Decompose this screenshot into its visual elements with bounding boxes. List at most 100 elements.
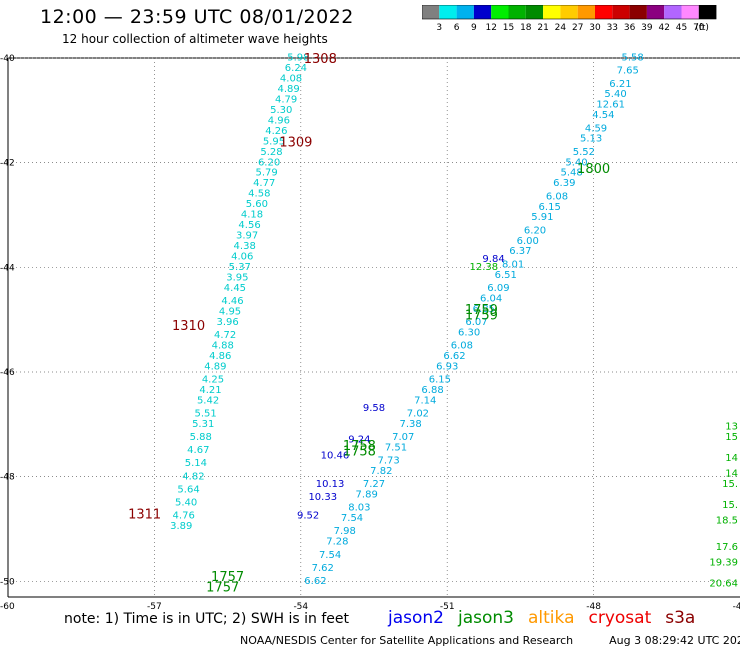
wave-height-label: 4.59 (585, 123, 607, 134)
legend-tick-label: 39 (641, 23, 653, 33)
pass-time-label: 1758 (343, 439, 376, 454)
wave-height-label: 7.62 (312, 563, 334, 574)
wave-height-label: 4.58 (248, 189, 270, 200)
wave-height-label: 7.73 (378, 456, 400, 467)
legend-swatch (456, 5, 474, 19)
wave-height-label: 4.45 (224, 283, 246, 294)
wave-height-label: 18.5 (716, 516, 738, 527)
footer-credit: NOAA/NESDIS Center for Satellite Applica… (240, 634, 740, 647)
wave-height-label: 6.15 (539, 202, 561, 213)
wave-height-label: 14 (725, 469, 738, 480)
wave-height-label: 4.06 (231, 251, 253, 262)
wave-height-label: 12.61 (596, 100, 625, 111)
legend-tick-label: 42 (658, 23, 669, 33)
wave-height-label: 5.95 (263, 136, 285, 147)
pass-time-label: 1308 (304, 52, 337, 67)
wave-height-label: 15. (722, 479, 738, 490)
wave-height-label: 19.39 (709, 558, 738, 569)
wave-height-label: 4.25 (202, 374, 224, 385)
wave-height-label: 6.07 (465, 317, 487, 328)
wave-height-label: 6.93 (436, 361, 458, 372)
color-legend: 3 6 9 12 15 18 21 24 27 30 33 36 39 42 45 70(ft) (422, 5, 717, 33)
legend-tick-label: 45 (676, 23, 687, 33)
wave-height-label: 9.24 (348, 435, 370, 446)
wave-height-label: 6.62 (304, 576, 326, 587)
satellite-name-jason3: jason3 (458, 608, 514, 628)
pass-time-label: 1311 (128, 507, 161, 522)
wave-height-label: 6.08 (451, 340, 473, 351)
legend-tick-label: 18 (520, 23, 532, 33)
wave-height-label: 3.96 (216, 317, 238, 328)
wave-height-label: 3.97 (236, 231, 258, 242)
legend-swatch (595, 5, 613, 19)
legend-swatch (422, 5, 440, 19)
wave-height-label: 7.14 (414, 395, 436, 406)
legend-tick-label: 21 (537, 23, 548, 33)
legend-swatch (577, 5, 595, 19)
wave-height-label: 7.98 (334, 526, 356, 537)
x-tick-label: -48 (586, 602, 601, 612)
wave-height-label: 9.84 (482, 254, 504, 265)
legend-tick-label: 33 (607, 23, 618, 33)
wave-height-label: 5.48 (561, 168, 583, 179)
wave-height-label: 9.52 (297, 511, 319, 522)
wave-height-label: 4.54 (592, 110, 614, 121)
wave-height-label: 4.56 (238, 220, 260, 231)
wave-height-label: 17.6 (716, 542, 738, 553)
wave-height-label: 4.96 (268, 115, 290, 126)
track-1308: 5.986.244.084.894.795.304.964.265.955.28… (170, 53, 309, 532)
legend-swatch (543, 5, 561, 19)
legend-swatch (473, 5, 492, 19)
footer-note: note: 1) Time is in UTC; 2) SWH is in fe… (64, 611, 350, 627)
page-title: 12:00 — 23:59 UTC 08/01/2022 (40, 6, 354, 28)
wave-height-label: 6.00 (517, 236, 539, 247)
legend-tick-label: 36 (624, 23, 636, 33)
legend-tick-label: 15 (503, 23, 514, 33)
wave-height-label: 5.51 (195, 408, 217, 419)
wave-height-label: 7.89 (356, 490, 378, 501)
wave-height-label: 4.86 (209, 351, 231, 362)
legend-swatch (560, 5, 578, 19)
wave-height-label: 5.60 (246, 199, 268, 210)
wave-height-label: 6.20 (524, 225, 546, 236)
legend-frame (422, 5, 717, 20)
pass-time-label: 1310 (172, 319, 205, 334)
wave-height-label: 7.38 (399, 419, 421, 430)
x-tick-label: -51 (440, 602, 455, 612)
legend-swatch (681, 5, 699, 19)
legend-swatch (491, 5, 509, 19)
y-tick-label: -44 (0, 263, 15, 273)
wave-height-label: 7.82 (370, 466, 392, 477)
wave-height-label: 12.38 (469, 262, 498, 273)
wave-height-label: 5.42 (197, 395, 219, 406)
wave-height-label: 4.21 (199, 385, 221, 396)
wave-height-label: 6.08 (546, 191, 568, 202)
wave-height-label: 4.95 (219, 306, 241, 317)
y-tick-label: -46 (0, 368, 15, 378)
wave-height-label: 7.65 (617, 66, 639, 77)
generated-timestamp: Aug 3 08:29:42 UTC 2022 (609, 634, 740, 647)
wave-height-label: 4.67 (187, 445, 209, 456)
map-grid (7, 57, 740, 598)
wave-height-label: 5.37 (229, 262, 251, 273)
legend-swatch (439, 5, 457, 19)
wave-height-label: 10.33 (308, 492, 337, 503)
pass-time-label: 1757 (206, 581, 239, 596)
wave-height-label: 4.08 (280, 74, 302, 85)
wave-height-label: 10.46 (321, 450, 350, 461)
wave-height-label: 4.46 (221, 296, 243, 307)
wave-height-label: 7.07 (392, 432, 414, 443)
wave-height-label: 5.88 (190, 432, 212, 443)
wave-height-label: 5.31 (192, 419, 214, 430)
wave-height-label: 14 (725, 453, 738, 464)
wave-height-label: 6.09 (487, 283, 509, 294)
wave-height-label: 6.20 (258, 157, 280, 168)
wave-height-label: 4.77 (253, 178, 275, 189)
pass-time-label: 1800 (577, 162, 610, 177)
legend-unit: (ft) (695, 23, 709, 33)
x-tick-label: -54 (293, 602, 308, 612)
legend-tick-label: 6 (454, 23, 460, 33)
page-subtitle: 12 hour collection of altimeter wave hei… (62, 32, 328, 46)
